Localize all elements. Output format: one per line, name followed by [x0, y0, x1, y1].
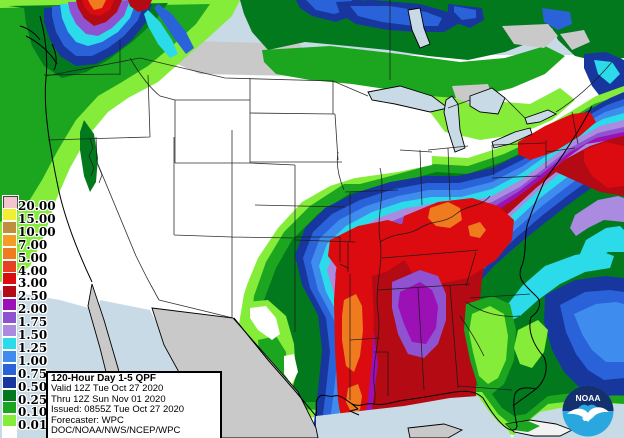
- legend-label: 1.25: [18, 340, 48, 355]
- coastlines: [19, 15, 593, 431]
- noaa-logo-top-half: [562, 385, 614, 411]
- legend-row: 0.50: [2, 375, 47, 393]
- legend-label: 15.00: [18, 211, 56, 226]
- legend-swatch: [2, 311, 17, 325]
- legend-label: 0.25: [18, 392, 48, 407]
- forecast-info-box: 120-Hour Day 1-5 QPF Valid 12Z Tue Oct 2…: [46, 371, 222, 438]
- legend-row: 4.00: [2, 259, 47, 277]
- seagull-wing: [582, 413, 596, 421]
- legend-row: 0.01: [2, 414, 47, 431]
- legend-row: 2.50: [2, 285, 47, 302]
- legend-swatch: [2, 246, 17, 260]
- legend-label: 3.00: [18, 276, 48, 291]
- legend-row: 15.00: [2, 207, 56, 225]
- thru-time: Thru 12Z Sun Nov 01 2020: [51, 393, 166, 405]
- legend-label: 2.00: [18, 302, 48, 317]
- precip-northern-tier: [240, 0, 624, 140]
- legend-row: 0.25: [2, 388, 47, 406]
- legend-swatch: [2, 207, 17, 221]
- cuba-islands: [505, 419, 574, 437]
- legend-label: 5.00: [18, 250, 48, 265]
- legend-label: 0.50: [18, 379, 48, 394]
- legend-swatch: [2, 414, 17, 428]
- legend-label: 1.50: [18, 328, 48, 342]
- legend-row: 0.75: [2, 362, 47, 380]
- legend-row: 20.00: [2, 195, 56, 212]
- legend-row: 5.00: [2, 246, 47, 264]
- noaa-logo-text: NOAA: [575, 393, 600, 403]
- precip-florida-southeast: [464, 296, 548, 394]
- legend-swatch: [2, 336, 17, 350]
- legend-label: 2.50: [18, 289, 48, 304]
- seagull-icon: [567, 407, 609, 422]
- legend-label: 0.01: [18, 418, 48, 433]
- noaa-logo: NOAA: [562, 385, 614, 437]
- legend-label: 7.00: [18, 237, 48, 252]
- state-boundaries: [43, 0, 613, 405]
- legend-swatch: [2, 401, 17, 415]
- valid-time: Valid 12Z Tue Oct 27 2020: [51, 383, 164, 395]
- legend-label: 4.00: [18, 263, 48, 278]
- legend-row: 1.75: [2, 311, 47, 328]
- legend-label: 0.10: [18, 405, 48, 420]
- legend-swatch: [2, 285, 17, 299]
- legend-swatch: [2, 388, 17, 402]
- forecast-title: 120-Hour Day 1-5 QPF: [51, 373, 157, 384]
- legend-swatch: [2, 427, 17, 438]
- legend-row: 7.00: [2, 233, 47, 251]
- legend-label: 1.00: [18, 353, 48, 368]
- precip-atlantic-southeast: [505, 196, 624, 396]
- great-lakes: [367, 7, 558, 153]
- legend-row: 0.10: [2, 401, 47, 418]
- legend-swatch: [2, 375, 17, 389]
- issued-time: Issued: 0855Z Tue Oct 27 2020: [51, 404, 185, 416]
- legend-label: 0.75: [18, 366, 48, 381]
- legend-row: 2.00: [2, 298, 47, 315]
- legend-swatch: [2, 220, 17, 234]
- legend-swatch: [2, 298, 17, 312]
- legend-swatch: [2, 362, 17, 376]
- legend-swatch: [2, 259, 17, 273]
- legend-label: 1.75: [18, 315, 48, 330]
- legend-row: 1.00: [2, 349, 47, 367]
- legend-swatch: [2, 349, 17, 363]
- legend-label: 10.00: [18, 224, 56, 239]
- legend-row: [2, 427, 17, 438]
- legend-row: 3.00: [2, 272, 47, 289]
- legend-swatch: [2, 324, 17, 337]
- agency: DOC/NOAA/NWS/NCEP/WPC: [51, 425, 181, 437]
- legend-swatch: [2, 272, 17, 286]
- legend-row: 10.00: [2, 220, 56, 238]
- precip-northwest-system: [0, 0, 240, 282]
- legend-row: 1.25: [2, 336, 47, 354]
- legend-label: 20.00: [18, 199, 56, 213]
- legend-swatch: [2, 233, 17, 247]
- legend-swatch: [2, 195, 19, 210]
- forecaster: Forecaster: WPC: [51, 414, 124, 426]
- legend-row: 1.50: [2, 324, 47, 341]
